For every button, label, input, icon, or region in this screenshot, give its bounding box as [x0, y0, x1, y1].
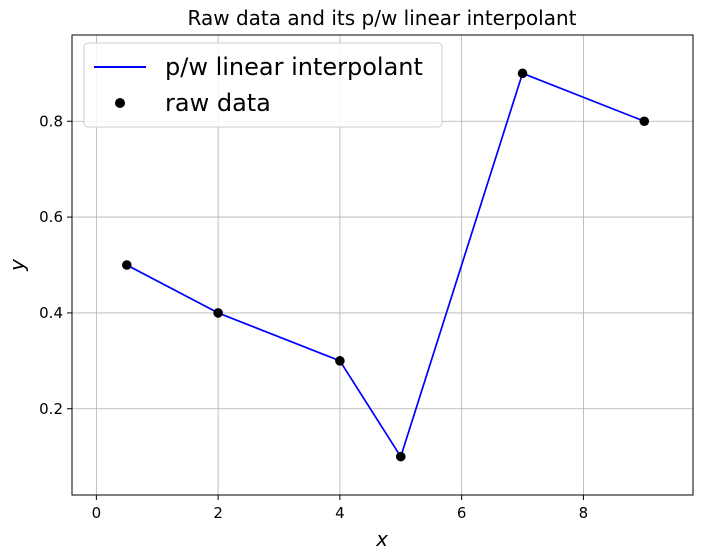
- x-tick-label: 4: [335, 504, 345, 522]
- y-tick-label: 0.2: [39, 400, 63, 418]
- legend-label-interpolant: p/w linear interpolant: [165, 53, 423, 81]
- raw-data-point: [335, 356, 345, 366]
- y-tick-label: 0.8: [39, 112, 63, 130]
- x-axis-label: x: [375, 527, 388, 551]
- raw-data-point: [639, 116, 650, 127]
- legend: p/w linear interpolant raw data: [83, 42, 443, 128]
- raw-data-point: [517, 68, 528, 79]
- plot-area-frame: [71, 34, 694, 496]
- x-tick-label: 0: [92, 504, 102, 522]
- x-tick-label: 2: [213, 504, 223, 522]
- axis-ticks: 0 2 4 6 8 0.2 0.4 0.6 0.8: [39, 112, 588, 522]
- legend-box: [83, 42, 443, 128]
- data-series: [121, 68, 650, 462]
- x-tick-label: 6: [457, 504, 467, 522]
- chart-title: Raw data and its p/w linear interpolant: [188, 6, 577, 30]
- y-axis-label: y: [5, 258, 29, 272]
- legend-label-raw-data: raw data: [165, 89, 271, 117]
- raw-data-point: [121, 260, 132, 270]
- raw-data-point: [395, 451, 406, 462]
- x-tick-label: 8: [579, 504, 589, 522]
- y-tick-label: 0.6: [39, 208, 63, 226]
- interpolant-line: [126, 72, 645, 458]
- y-tick-label: 0.4: [39, 304, 63, 322]
- legend-marker-swatch: [115, 98, 125, 108]
- raw-data-point: [213, 308, 223, 318]
